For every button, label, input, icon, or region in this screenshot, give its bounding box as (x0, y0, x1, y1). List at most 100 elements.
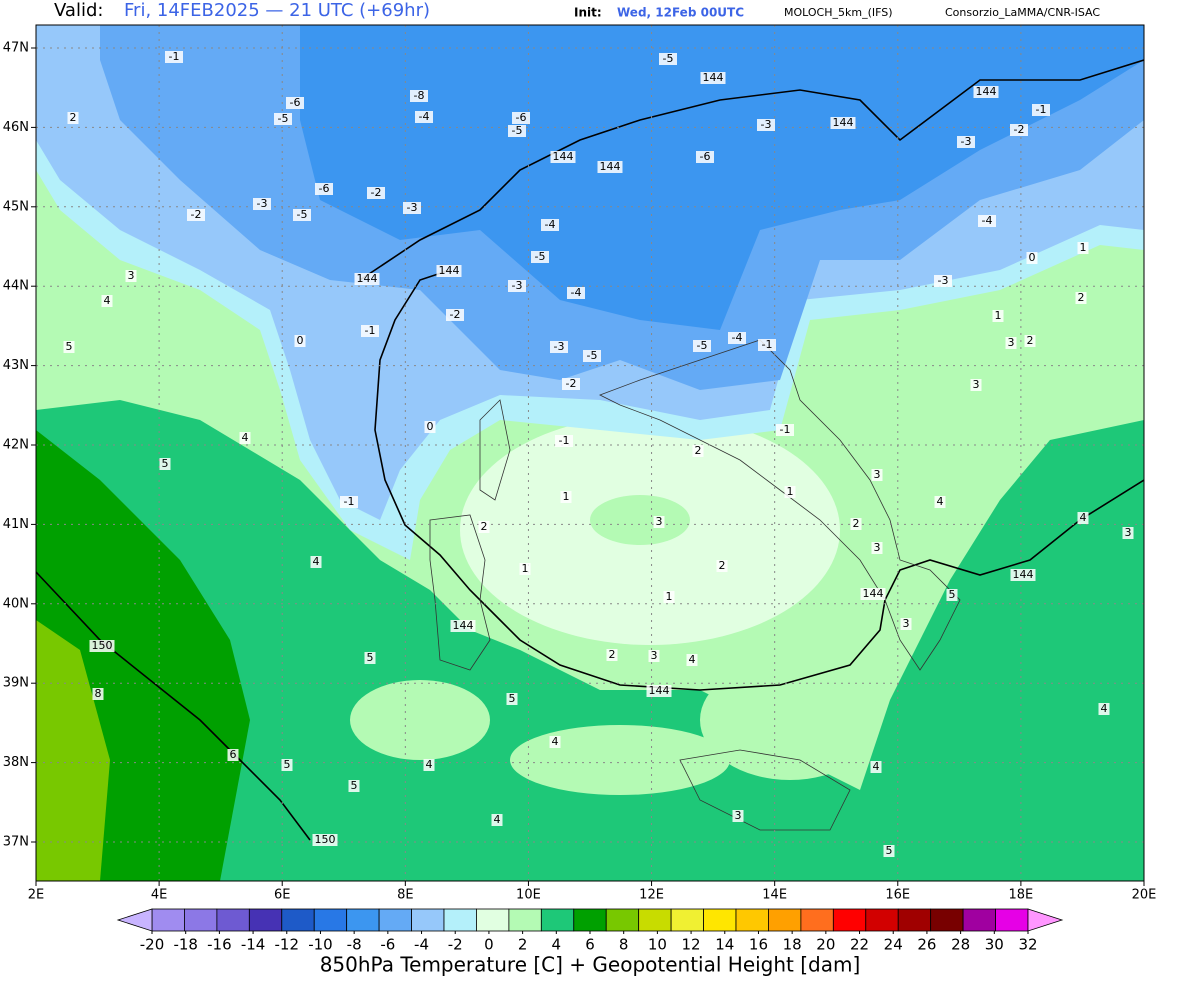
label-box (728, 332, 746, 344)
label-box (784, 486, 796, 498)
contour-label: 5 (284, 758, 291, 771)
contour-label: 144 (863, 587, 884, 600)
map-frame (35, 24, 1145, 882)
lat-label: 46N (3, 120, 29, 135)
lon-label: 10E (516, 888, 541, 903)
label-box (1077, 512, 1089, 524)
contour-label: 150 (315, 833, 336, 846)
label-box (555, 435, 573, 447)
contour-label: 2 (1027, 334, 1034, 347)
graticule (36, 25, 1144, 881)
label-box (716, 560, 728, 572)
colorbar-bin (800, 908, 834, 932)
contour-label: 5 (162, 457, 169, 470)
contour-label: -1 (1036, 103, 1047, 116)
contour-label: -5 (587, 349, 598, 362)
contour-label: -3 (554, 340, 565, 353)
label-box (1032, 104, 1050, 116)
label-box (281, 759, 293, 771)
lat-label: 45N (3, 199, 29, 214)
contour-label: 144 (553, 150, 574, 163)
label-box (883, 845, 895, 857)
colorbar-bin (216, 908, 250, 932)
contour-label: 1 (563, 490, 570, 503)
label-box (560, 491, 572, 503)
label-box (1024, 335, 1036, 347)
colorbar-tick-label: 8 (619, 936, 629, 954)
contour-label: 8 (95, 687, 102, 700)
lat-label: 41N (3, 517, 29, 532)
label-box (239, 432, 251, 444)
map-fields: -12-6-5-8-4 -6-5144144-6-5144144-3-2-1144… (36, 25, 1144, 881)
contour-label: -3 (407, 201, 418, 214)
label-box (970, 379, 982, 391)
contour-label: -2 (191, 208, 202, 221)
colorbar-tick-label: 24 (884, 936, 903, 954)
lon-label: 16E (885, 888, 910, 903)
contour-label: 1 (666, 590, 673, 603)
contour-label: 2 (853, 517, 860, 530)
valid-label: Valid: (54, 0, 103, 21)
contour-label: -4 (419, 110, 430, 123)
label-box (1026, 252, 1038, 264)
contour-label: 3 (651, 649, 658, 662)
contour-label: 4 (242, 431, 249, 444)
contour-label: 144 (453, 619, 474, 632)
colorbar-bin (638, 908, 672, 932)
colorbar-tick-label: -10 (308, 936, 333, 954)
contour-label: 2 (1078, 291, 1085, 304)
colorbar-bin (443, 908, 477, 932)
header: Valid: Fri, 14FEB2025 — 21 UTC (+69hr) I… (54, 0, 1100, 21)
contour-label: 4 (1101, 702, 1108, 715)
label-box (310, 556, 322, 568)
colorbar-tick-label: 14 (715, 936, 734, 954)
lat-label: 37N (3, 835, 29, 850)
colorbar-bin (313, 908, 348, 932)
label-box (692, 445, 704, 457)
label-box (367, 187, 385, 199)
field-2-4 (700, 660, 880, 780)
label-box (348, 780, 360, 792)
label-box (1005, 337, 1017, 349)
label-box (293, 209, 311, 221)
colorbar-bin (995, 908, 1029, 932)
init-time: Wed, 12Feb 00UTC (617, 6, 744, 20)
coastline (429, 514, 491, 671)
contour-label: -4 (545, 218, 556, 231)
label-box (871, 469, 883, 481)
colorbar-bin (703, 908, 737, 932)
lat-label: 43N (3, 358, 29, 373)
colorbar-bin (865, 908, 899, 932)
colorbar-below (116, 908, 153, 932)
colorbar-bin (281, 908, 315, 932)
label-box (693, 340, 711, 352)
contour-label: -5 (512, 124, 523, 137)
colorbar-bin (411, 908, 445, 932)
colorbar-bin (605, 908, 640, 932)
label-box (1122, 527, 1134, 539)
contour-label: -6 (290, 96, 301, 109)
label-box (415, 111, 433, 123)
height-contour-150 (36, 571, 311, 841)
contour-label: 144 (976, 85, 997, 98)
model-name: MOLOCH_5km_(IFS) (784, 6, 893, 19)
label-box (63, 341, 75, 353)
lon-label: 12E (639, 888, 664, 903)
label-box (957, 136, 975, 148)
label-box (758, 339, 776, 351)
label-box (550, 151, 576, 163)
field-8-10 (36, 620, 110, 881)
label-box (512, 112, 530, 124)
label-box (776, 424, 794, 436)
colorbar-title: 850hPa Temperature [C] + Geopotential He… (320, 953, 861, 977)
colorbar-bin (897, 908, 932, 932)
contour-label: 5 (367, 651, 374, 664)
label-box (67, 112, 79, 124)
colorbar-bin (248, 908, 283, 932)
colorbar-tick-label: 6 (585, 936, 595, 954)
lat-label: 47N (3, 41, 29, 56)
colorbar-tick-label: -8 (347, 936, 362, 954)
label-box (410, 90, 428, 102)
